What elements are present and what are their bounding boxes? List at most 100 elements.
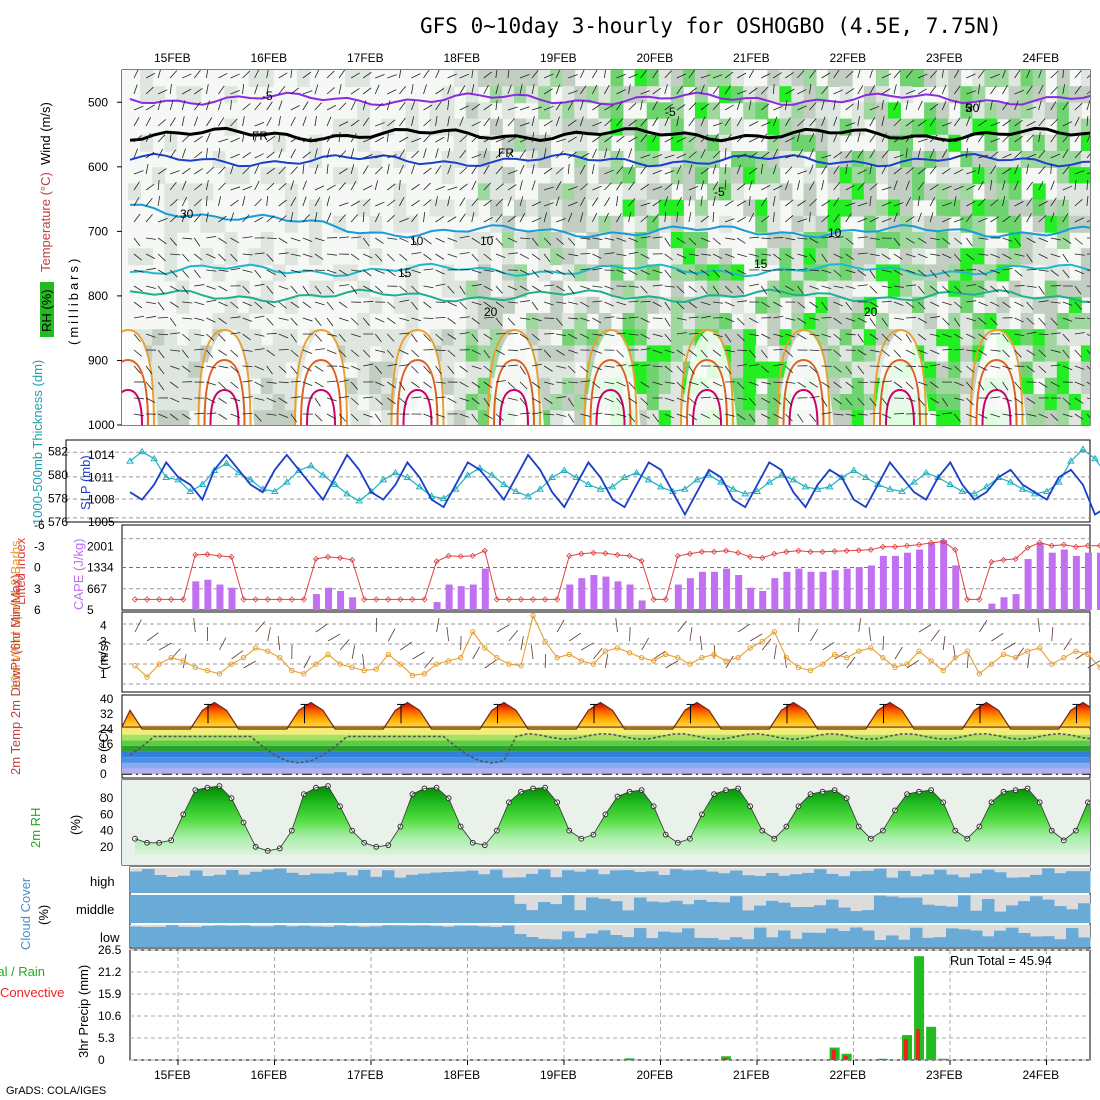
surface-contour xyxy=(879,358,921,425)
cloud-bar xyxy=(862,930,875,947)
lifted-index-point xyxy=(710,548,718,555)
cloud-bar xyxy=(766,872,779,893)
surface-contour xyxy=(197,328,252,425)
cloud-bar xyxy=(814,869,827,893)
cloud-bar xyxy=(1066,928,1079,947)
thickness-point xyxy=(765,478,774,485)
wind-barb xyxy=(1062,413,1073,418)
wind-barb xyxy=(676,104,686,111)
wind-barb xyxy=(580,380,591,383)
wind-barb xyxy=(230,199,239,207)
wind-barb xyxy=(435,148,439,159)
wind-barb xyxy=(604,70,606,79)
wind-barb xyxy=(785,72,794,79)
wind-barb xyxy=(652,213,659,223)
wind-barb xyxy=(350,397,359,406)
wind-barb xyxy=(194,135,203,143)
wind-barb xyxy=(616,381,626,387)
wind-barb xyxy=(953,285,962,294)
wind-barb xyxy=(169,285,180,292)
thickness-point xyxy=(789,475,798,483)
wind-barb xyxy=(857,349,867,356)
wind-barb xyxy=(145,132,151,143)
cloud-bar xyxy=(586,933,599,947)
wind-barb xyxy=(254,198,262,207)
thickness-point xyxy=(596,485,605,492)
thickness-point xyxy=(343,489,352,497)
wind-barb xyxy=(242,269,253,273)
thickness-point xyxy=(801,482,810,490)
wind-barb xyxy=(941,285,950,293)
rain-bar xyxy=(721,1056,732,1060)
wind-barb xyxy=(749,121,759,127)
wind-barb xyxy=(1086,301,1090,303)
cloud-bar xyxy=(1006,877,1019,893)
cloud-bar xyxy=(502,877,515,893)
wind-barb xyxy=(809,349,820,352)
wind-barb xyxy=(495,213,503,223)
wind-barb xyxy=(278,333,289,339)
wind-barb xyxy=(182,397,193,400)
thickness-point xyxy=(922,468,931,476)
wind-barb xyxy=(375,122,385,127)
surface-contour xyxy=(885,388,915,425)
wind-barb xyxy=(387,349,395,358)
wind-barb xyxy=(543,73,554,79)
wind-barb xyxy=(567,237,576,246)
wind-barb xyxy=(579,196,586,207)
wind-barb xyxy=(555,349,565,356)
wind-barb xyxy=(893,237,901,247)
wind-barb-10m xyxy=(146,632,159,642)
cloud-bar xyxy=(238,895,251,923)
wind-barb xyxy=(857,70,861,79)
cloud-bar xyxy=(886,877,899,893)
wind-speed-point xyxy=(976,671,983,677)
wind-barb xyxy=(362,237,370,247)
wind-barb xyxy=(483,365,492,373)
wind-barb xyxy=(628,316,639,319)
wind-barb xyxy=(399,269,407,278)
wind-barb xyxy=(194,333,205,337)
wind-barb xyxy=(459,235,470,239)
wind-barb xyxy=(1050,180,1055,191)
wind-speed-point xyxy=(988,661,995,667)
wind-barb xyxy=(869,301,879,308)
cloud-bar xyxy=(334,925,347,947)
lifted-index-point xyxy=(686,550,693,557)
wind-barb xyxy=(399,86,407,95)
lifted-index-point xyxy=(698,548,706,555)
wind-barb xyxy=(278,199,287,207)
wind-barb xyxy=(821,214,830,223)
cloud-bar xyxy=(370,926,383,947)
wind-barb xyxy=(290,365,298,375)
wind-barb xyxy=(736,164,741,175)
wind-barb xyxy=(797,170,808,175)
contour-label: FR xyxy=(498,146,514,160)
cloud-bar xyxy=(874,895,887,923)
cloud-bar xyxy=(706,938,719,947)
wind-barb xyxy=(736,333,745,342)
wind-barb xyxy=(386,100,391,111)
wind-barb xyxy=(772,164,777,175)
lifted-index-point xyxy=(626,552,633,559)
wind-barb xyxy=(1014,100,1019,111)
wind-barb xyxy=(266,135,276,143)
date-label-bottom: 20FEB xyxy=(637,1068,674,1082)
cloud-bar xyxy=(730,937,743,947)
wind-barb-10m xyxy=(581,642,594,651)
wind-barb xyxy=(893,333,902,341)
temperature-contours xyxy=(122,91,1090,425)
wind-barb xyxy=(761,253,772,256)
wind-barb xyxy=(399,136,409,143)
wind-barb xyxy=(218,117,225,127)
slp-tick-label: 1008 xyxy=(88,493,115,507)
cloud-bar xyxy=(526,873,539,893)
wind-barb xyxy=(459,381,469,388)
date-label-bottom: 17FEB xyxy=(347,1068,384,1082)
wind-barb xyxy=(423,268,434,271)
wind-barb xyxy=(411,285,419,294)
wind-speed-point xyxy=(301,671,307,677)
cape-bar xyxy=(566,584,574,610)
surface-contour xyxy=(499,388,529,425)
wind-barb xyxy=(483,217,493,223)
